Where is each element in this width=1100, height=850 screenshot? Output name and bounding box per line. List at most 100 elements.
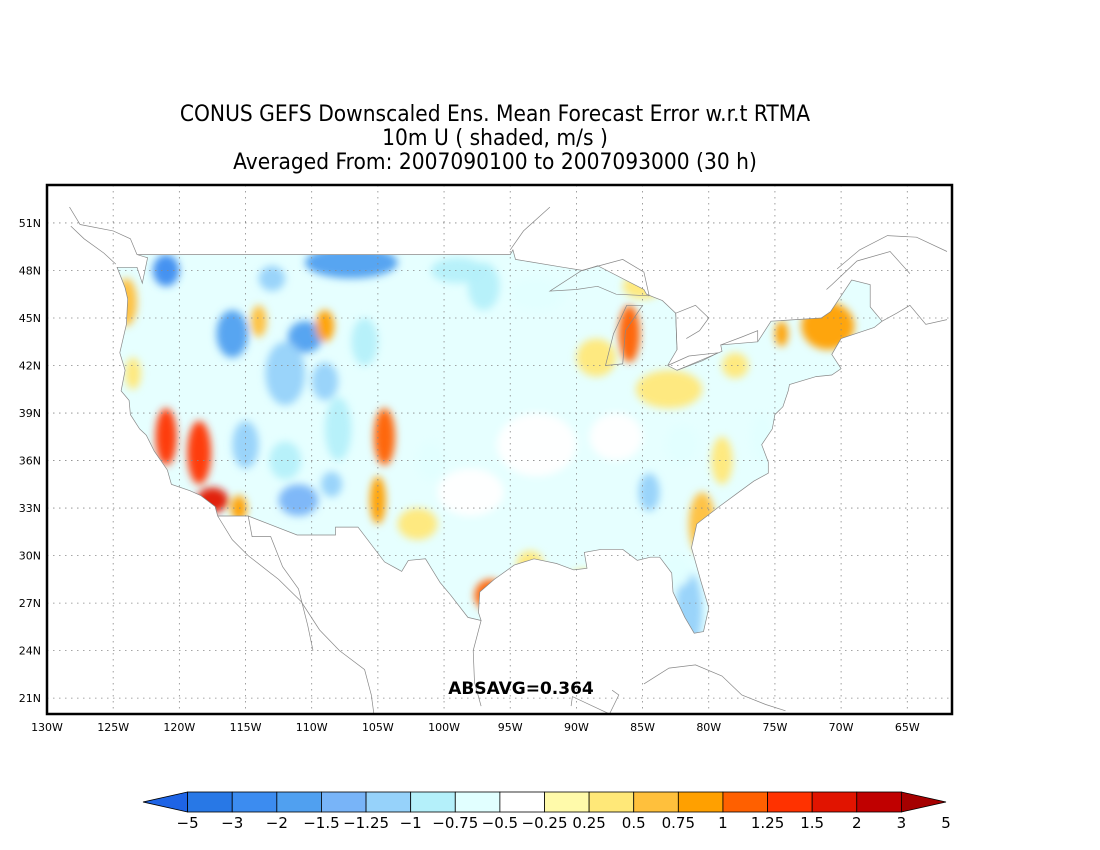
lon-tick-label: 110W [296,721,328,734]
field-anomaly [369,476,386,524]
colorbar-label: −0.25 [522,814,568,832]
nova-scotia [881,304,948,325]
lon-tick-label: 105W [362,721,394,734]
lon-tick-label: 115W [230,721,262,734]
colorbar-swatch [187,791,233,813]
colorbar-swatch [499,791,545,813]
field-anomaly [774,321,789,347]
lat-tick-label: 51N [19,217,41,230]
field-anomaly [265,341,306,406]
colorbar-label: 1.5 [800,814,824,832]
coastlines [69,206,948,714]
colorbar-label: 0.5 [622,814,646,832]
title-line-3: Averaged From: 2007090100 to 2007093000 … [233,150,757,175]
st-lawrence-south [826,251,911,290]
st-lawrence-north [836,235,948,270]
vancouver-island [70,225,117,265]
latitude-tick-labels: 51N 48N 45N 42N 39N 36N 33N 30N 27N 24N 21N [19,217,41,705]
field-anomaly [373,408,396,466]
colorbar-label: −3 [221,814,243,832]
colorbar-swatch [454,791,501,813]
field-anomaly [287,321,323,353]
grid-lines [47,185,952,714]
lat-tick-label: 45N [19,312,41,325]
colorbar-swatch [767,791,813,813]
colorbar-label: −0.5 [482,814,518,832]
colorbar-swatch [588,791,635,813]
colorbar-label: −1.5 [303,814,339,832]
colorbar-label: 1.25 [751,814,784,832]
colorbar-label: −5 [177,814,199,832]
field-anomaly [711,436,733,485]
field-anomaly [351,318,378,366]
lat-tick-label: 30N [19,550,41,563]
colorbar-swatch [544,791,590,813]
field-anomaly [250,305,267,338]
lon-tick-label: 120W [163,721,195,734]
field-anomaly [397,508,438,540]
colorbar-label: −2 [266,814,288,832]
colorbar-swatch [365,791,412,813]
field-anomaly [496,413,577,477]
colorbar-label: −1.25 [343,814,389,832]
field-anomaly [278,484,319,516]
colorbar-swatch [142,791,189,813]
colorbar-label: 0.75 [662,814,695,832]
field-anomaly [589,413,643,461]
lon-tick-label: 90W [564,721,589,734]
lon-tick-label: 130W [31,721,63,734]
lat-tick-label: 48N [19,264,41,277]
title-line-1: CONUS GEFS Downscaled Ens. Mean Forecast… [179,102,811,127]
colorbar-swatch [276,791,322,813]
gulf-of-california [247,515,314,651]
lon-tick-label: 80W [696,721,721,734]
lon-tick-label: 85W [630,721,655,734]
lat-tick-label: 21N [19,692,41,705]
field-anomaly [311,362,339,401]
lat-tick-label: 39N [19,407,41,420]
colorbar-label: 2 [852,814,862,832]
colorbar-swatch [231,791,278,813]
lon-tick-label: 125W [97,721,129,734]
yucatan-coast [570,689,620,714]
field-anomaly [258,265,286,292]
lat-tick-label: 33N [19,502,41,515]
field-anomaly [269,441,302,480]
colorbar-swatch [321,791,367,813]
absavg-label: ABSAVG=0.364 [448,679,594,699]
field-anomaly [638,473,660,512]
colorbar-label: 3 [897,814,907,832]
field-anomaly [320,471,343,497]
colorbar-swatch [722,791,768,813]
colorbar-label: 1 [718,814,728,832]
field-anomaly [576,338,617,377]
map-frame [45,183,954,716]
mexico-west-coast [217,515,375,714]
colorbar-label: 5 [941,814,951,832]
lon-tick-label: 95W [498,721,523,734]
lat-tick-label: 27N [19,597,41,610]
field-anomaly [437,468,504,516]
field-anomaly [155,408,177,466]
field-anomaly [721,352,749,379]
lake-superior [548,259,650,297]
field-anomaly [324,397,352,461]
mexico-gulf-coast [472,620,482,707]
field-anomaly [230,495,247,521]
lat-tick-label: 24N [19,645,41,658]
lat-tick-label: 36N [19,455,41,468]
cuba-coast [643,664,786,712]
field-anomaly [467,262,500,311]
longitude-tick-labels: 130W 125W 120W 115W 110W 105W 100W 95W 90W 85W 80W… [31,721,920,734]
lake-huron [675,304,710,350]
lon-tick-label: 65W [895,721,920,734]
field-anomaly [315,310,335,342]
field-anomaly [635,370,703,409]
field-anomaly [510,278,564,311]
field-anomaly [216,310,249,358]
colorbar-swatch [856,791,902,813]
colorbar-swatch [633,791,679,813]
title-line-2: 10m U ( shaded, m/s ) [382,126,608,151]
lake-erie [667,352,719,371]
